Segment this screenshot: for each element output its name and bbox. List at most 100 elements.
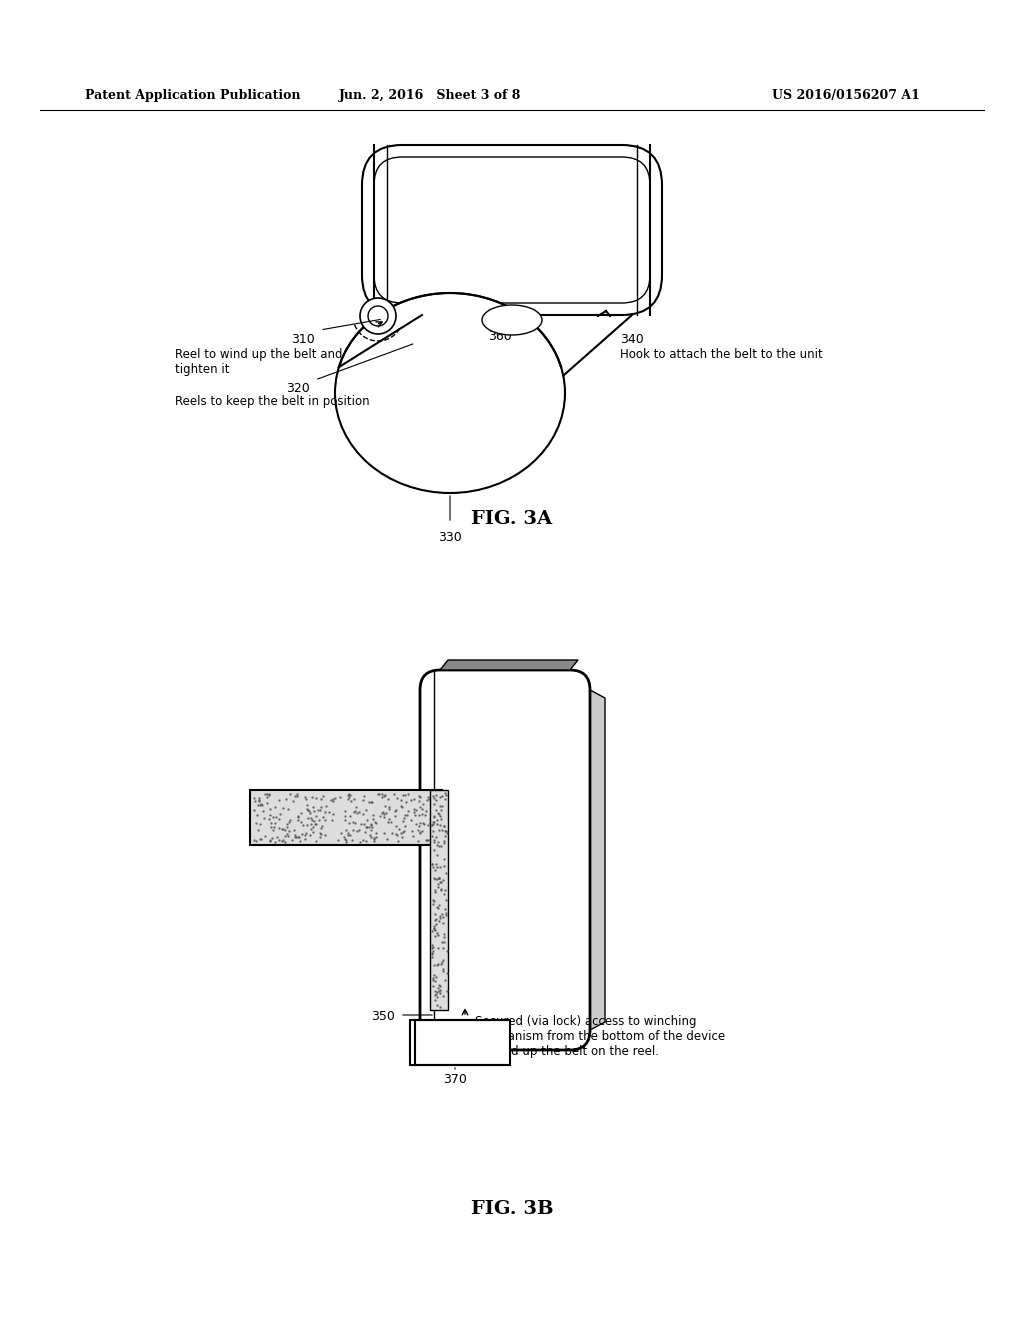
Point — [313, 816, 330, 837]
Point — [434, 870, 451, 891]
Point — [257, 783, 273, 804]
Point — [301, 801, 317, 822]
Point — [311, 826, 328, 847]
Point — [432, 997, 449, 1018]
Text: Hook to attach the belt to the unit: Hook to attach the belt to the unit — [620, 348, 822, 360]
Point — [414, 821, 430, 842]
Point — [408, 800, 424, 821]
Point — [427, 989, 443, 1010]
Point — [430, 953, 446, 974]
Point — [267, 807, 284, 828]
Point — [366, 828, 382, 849]
Point — [434, 796, 451, 817]
Point — [371, 783, 387, 804]
Point — [423, 937, 439, 958]
Point — [276, 820, 293, 841]
Circle shape — [360, 298, 396, 334]
Point — [369, 822, 385, 843]
Point — [346, 789, 362, 810]
Point — [432, 808, 449, 829]
Point — [432, 906, 449, 927]
Point — [273, 818, 290, 840]
Ellipse shape — [482, 305, 542, 335]
Point — [422, 808, 438, 829]
FancyBboxPatch shape — [420, 671, 590, 1049]
Point — [357, 816, 374, 837]
Point — [312, 817, 329, 838]
Text: FIG. 3B: FIG. 3B — [471, 1200, 553, 1218]
Point — [399, 784, 416, 805]
Point — [368, 812, 384, 833]
Point — [428, 788, 444, 809]
Point — [390, 830, 407, 851]
Point — [429, 857, 445, 878]
Point — [425, 941, 441, 962]
Point — [426, 965, 442, 986]
Point — [386, 805, 402, 826]
Point — [397, 804, 414, 825]
Point — [340, 788, 356, 809]
Point — [261, 829, 278, 850]
Point — [311, 809, 328, 830]
Point — [341, 783, 357, 804]
Point — [431, 975, 447, 997]
Point — [266, 817, 283, 838]
Point — [427, 854, 443, 875]
Text: 310: 310 — [291, 333, 315, 346]
Point — [388, 787, 404, 808]
Point — [429, 809, 445, 830]
Point — [362, 825, 379, 846]
Point — [396, 816, 413, 837]
Point — [424, 920, 440, 941]
Point — [427, 882, 443, 903]
Point — [260, 809, 276, 830]
Point — [427, 981, 443, 1002]
Point — [421, 788, 437, 809]
Point — [425, 812, 441, 833]
Point — [438, 862, 455, 883]
Point — [381, 809, 397, 830]
Point — [338, 832, 354, 853]
Point — [381, 796, 397, 817]
Point — [303, 813, 319, 834]
Point — [419, 830, 435, 851]
Point — [380, 788, 396, 809]
Point — [282, 783, 298, 804]
Point — [431, 836, 447, 857]
Point — [435, 937, 452, 958]
Point — [427, 903, 443, 924]
Point — [266, 796, 283, 817]
Point — [397, 792, 414, 813]
Point — [317, 801, 334, 822]
Point — [250, 820, 266, 841]
Point — [438, 981, 455, 1002]
Point — [247, 791, 263, 812]
Point — [293, 803, 309, 824]
Point — [429, 896, 445, 917]
FancyBboxPatch shape — [362, 145, 662, 315]
Point — [366, 830, 382, 851]
Point — [425, 813, 441, 834]
Ellipse shape — [335, 293, 565, 492]
Point — [388, 816, 404, 837]
Point — [333, 822, 349, 843]
Point — [325, 809, 341, 830]
Point — [436, 883, 453, 904]
Point — [438, 962, 455, 983]
Point — [389, 825, 406, 846]
Point — [426, 954, 442, 975]
Point — [287, 825, 303, 846]
Point — [316, 809, 333, 830]
Point — [426, 803, 442, 824]
Point — [412, 822, 428, 843]
Point — [412, 787, 428, 808]
Point — [432, 873, 449, 894]
Point — [417, 814, 433, 836]
Point — [380, 810, 396, 832]
Point — [313, 788, 330, 809]
Point — [437, 970, 454, 991]
Point — [279, 824, 295, 845]
Point — [436, 879, 453, 900]
Point — [402, 789, 419, 810]
Point — [433, 785, 450, 807]
